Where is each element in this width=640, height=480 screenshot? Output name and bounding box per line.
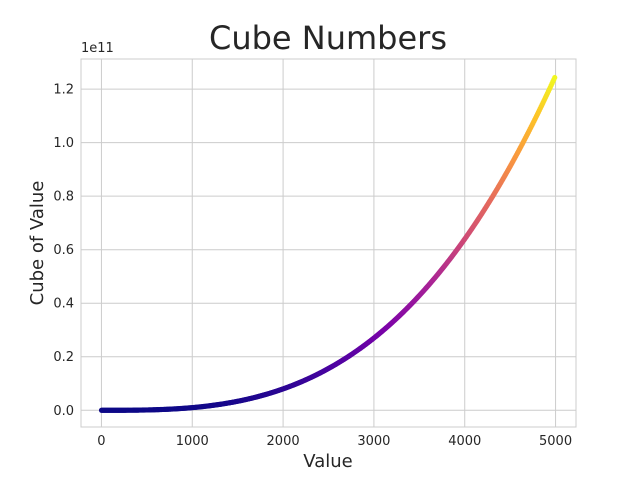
y-axis-offset-label: 1e11: [81, 41, 114, 56]
data-point: [552, 74, 558, 81]
y-tick-label: 0.8: [53, 190, 74, 205]
x-tick-label: 3000: [357, 434, 390, 449]
x-tick-label: 5000: [539, 434, 572, 449]
y-tick-label: 0.4: [53, 297, 74, 312]
y-tick-label: 1.2: [53, 83, 74, 98]
y-axis-label: Cube of Value: [27, 181, 48, 306]
plot-area: [81, 59, 576, 427]
y-tick-label: 0.0: [53, 404, 74, 419]
tick-labels-layer: 0 1000 2000 3000 4000 5000 0.0 0.2 0.4 0.6 0.8 1.0 1…: [53, 83, 572, 449]
x-axis-label: Value: [303, 451, 352, 472]
y-tick-label: 0.2: [53, 350, 74, 365]
y-tick-label: 1.0: [53, 136, 74, 151]
x-tick-label: 4000: [448, 434, 481, 449]
plot-frame: [80, 58, 577, 428]
x-tick-label: 2000: [267, 434, 300, 449]
y-tick-label: 0.6: [53, 243, 74, 258]
x-tick-label: 0: [97, 434, 105, 449]
chart-title: Cube Numbers: [209, 19, 447, 57]
data-points-layer: [98, 74, 558, 413]
x-tick-label: 1000: [176, 434, 209, 449]
